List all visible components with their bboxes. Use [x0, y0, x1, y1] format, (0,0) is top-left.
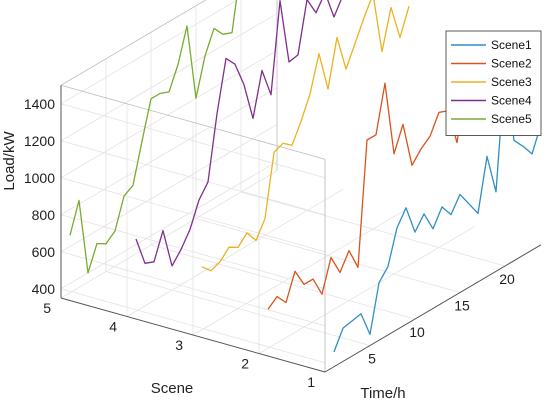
x-tick-label: 20 [499, 271, 515, 287]
tick-labels: 400 600 800 1000 1200 1400 1 2 3 4 5 5 10 15 20 [24, 96, 515, 390]
z-tick-label: 1200 [24, 133, 55, 149]
y-tick-label: 2 [241, 356, 249, 372]
z-tick-label: 1000 [24, 170, 55, 186]
x-axis-line [324, 244, 542, 373]
y-tick-label: 3 [175, 337, 183, 353]
series-lines [69, 0, 542, 353]
legend-entry: Scene2 [491, 57, 532, 71]
grid-line [60, 13, 278, 142]
y-tick-label: 4 [109, 319, 117, 335]
legend: Scene1 Scene2 Scene3 Scene4 Scene5 [445, 30, 542, 136]
grid-line [60, 170, 278, 299]
legend-box [445, 30, 542, 136]
z-axis-label: Load/kW [1, 131, 18, 191]
x-axis-label: Time/h [360, 385, 405, 402]
legend-entry: Scene1 [491, 38, 532, 52]
box-edge [60, 84, 326, 160]
y-axis-line [60, 297, 326, 373]
legend-entry: Scene4 [491, 94, 532, 108]
series-line-scene2 [267, 79, 476, 310]
legend-entry: Scene5 [491, 112, 532, 126]
series-line-scene4 [135, 0, 342, 267]
x-tick-label: 15 [454, 298, 470, 314]
x-tick-label: 10 [409, 324, 425, 340]
z-tick-label: 1400 [24, 96, 55, 112]
y-tick-label: 5 [43, 300, 51, 316]
y-tick-label: 1 [307, 374, 315, 390]
x-tick-label: 5 [368, 351, 376, 367]
grid-line [60, 0, 238, 105]
grid-line [60, 50, 278, 179]
grid-line [258, 225, 476, 354]
series-line-scene5 [69, 0, 238, 274]
box-edge [60, 0, 207, 86]
series-line-scene3 [201, 0, 410, 272]
grid-panes [60, 0, 542, 373]
grid-line [60, 161, 278, 290]
z-tick-label: 800 [32, 207, 56, 223]
grid-line [60, 87, 278, 216]
axis-labels: Load/kW Scene Time/h [1, 131, 406, 402]
legend-entry: Scene3 [491, 75, 532, 89]
y-axis-label: Scene [151, 380, 194, 397]
z-tick-label: 400 [32, 281, 56, 297]
grid-line [60, 124, 278, 253]
grid-line [126, 188, 344, 317]
grid-line [192, 207, 410, 336]
z-tick-label: 600 [32, 244, 56, 260]
